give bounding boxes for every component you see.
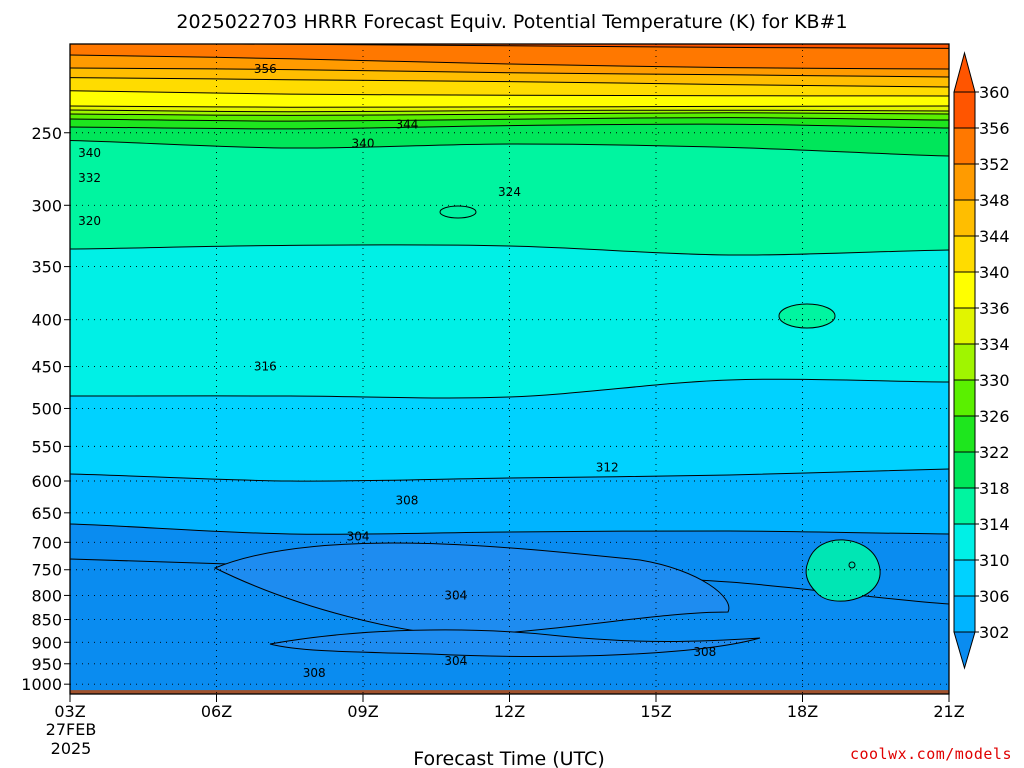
colorbar-label-336: 336: [979, 299, 1010, 318]
colorbar-label-344: 344: [979, 227, 1010, 246]
contour-label-324: 324: [498, 185, 521, 199]
colorbar-label-340: 340: [979, 263, 1010, 282]
y-tick-label-700: 700: [31, 533, 62, 552]
y-tick-label-750: 750: [31, 561, 62, 580]
x-tick-label-18Z: 18Z: [787, 702, 818, 721]
contour-label-320: 320: [78, 214, 101, 228]
y-tick-label-950: 950: [31, 655, 62, 674]
colorbar-label-356: 356: [979, 119, 1010, 138]
colorbar-label-314: 314: [979, 515, 1010, 534]
x-tick-label-21Z: 21Z: [933, 702, 964, 721]
y-tick-label-550: 550: [31, 437, 62, 456]
x-axis-label: Forecast Time (UTC): [413, 748, 604, 768]
y-tick-label-250: 250: [31, 124, 62, 143]
colorbar-box-322: [953, 451, 976, 489]
start-date-line1: 27FEB: [46, 720, 97, 739]
colorbar-box-340: [953, 271, 976, 309]
colorbar-label-326: 326: [979, 407, 1010, 426]
contour-label-332: 332: [78, 171, 101, 185]
warm-cell-center: [848, 561, 856, 569]
colorbar-extend-bottom: [953, 631, 976, 670]
contour-overlay: [70, 44, 949, 694]
colorbar-label-360: 360: [979, 83, 1010, 102]
y-tick-label-850: 850: [31, 611, 62, 630]
x-tick-label-03Z: 03Z: [54, 702, 85, 721]
cold-pocket-upper: [213, 542, 730, 637]
colorbar-label-318: 318: [979, 479, 1010, 498]
contour-labels: 356 344 340 340 332 324 320 316 312 308 304 304 308 3…: [78, 62, 716, 680]
colorbar-box-326: [953, 415, 976, 453]
colorbar-label-352: 352: [979, 155, 1010, 174]
colorbar-box-330: [953, 379, 976, 417]
y-tick-label-650: 650: [31, 504, 62, 523]
colorbar-box-318: [953, 487, 976, 525]
y-tick-label-800: 800: [31, 586, 62, 605]
mid-closed-contour: [778, 303, 836, 329]
x-tick-label-09Z: 09Z: [347, 702, 378, 721]
colorbar-label-302: 302: [979, 623, 1010, 642]
colorbar-extend-top: [953, 51, 976, 93]
y-tick-label-900: 900: [31, 633, 62, 652]
y-tick-label-300: 300: [31, 196, 62, 215]
contour-label-340: 340: [78, 146, 101, 160]
colorbar-box-310: [953, 559, 976, 597]
colorbar-box-344: [953, 235, 976, 273]
x-axis-forecast-time: 03Z 06Z 09Z 12Z 15Z 18Z 21Z: [54, 694, 965, 721]
colorbar-box-336: [953, 307, 976, 345]
contour-label-340: 340: [352, 137, 375, 151]
upper-closed-contour: [439, 205, 477, 219]
chart-title: 2025022703 HRRR Forecast Equiv. Potentia…: [176, 11, 847, 33]
y-tick-label-450: 450: [31, 358, 62, 377]
colorbar-box-306: [953, 595, 976, 633]
contour-label-308: 308: [395, 493, 418, 507]
colorbar-label-334: 334: [979, 335, 1010, 354]
contour-label-316: 316: [254, 360, 277, 374]
colorbar-box-356: [953, 127, 976, 165]
y-axis-pressure: 250 300 350 400 450 500 550 600 650 700 750 800 850 9…: [21, 124, 70, 694]
y-tick-label-600: 600: [31, 472, 62, 491]
y-tick-label-400: 400: [31, 311, 62, 330]
colorbar-box-334: [953, 343, 976, 381]
colorbar-label-322: 322: [979, 443, 1010, 462]
equiv-potential-temperature-field: [70, 44, 949, 694]
x-tick-label-12Z: 12Z: [494, 702, 525, 721]
contour-label-304: 304: [347, 530, 370, 544]
contour-label-308: 308: [303, 666, 326, 680]
colorbar: 302 306 310 314 318 322 326 330 334 336 340 344 348 3…: [953, 51, 1010, 670]
contour-label-308: 308: [693, 645, 716, 659]
contour-label-344: 344: [395, 118, 418, 132]
colorbar-label-330: 330: [979, 371, 1010, 390]
warm-pocket-east: [805, 539, 881, 602]
y-tick-label-350: 350: [31, 258, 62, 277]
x-tick-label-15Z: 15Z: [640, 702, 671, 721]
x-tick-label-06Z: 06Z: [201, 702, 232, 721]
cold-pocket-lower: [269, 629, 761, 657]
contour-label-304: 304: [444, 588, 467, 602]
colorbar-label-310: 310: [979, 551, 1010, 570]
credit-text: coolwx.com/models: [850, 745, 1012, 763]
colorbar-label-306: 306: [979, 587, 1010, 606]
colorbar-box-348: [953, 199, 976, 237]
contour-label-304: 304: [444, 654, 467, 668]
contour-label-312: 312: [596, 461, 619, 475]
colorbar-label-348: 348: [979, 191, 1010, 210]
y-tick-label-1000: 1000: [21, 675, 62, 694]
y-tick-label-500: 500: [31, 399, 62, 418]
start-date-line2: 2025: [51, 739, 92, 758]
colorbar-box-314: [953, 523, 976, 561]
contour-label-356: 356: [254, 62, 277, 76]
colorbar-box-360: [953, 91, 976, 129]
colorbar-box-352: [953, 163, 976, 201]
